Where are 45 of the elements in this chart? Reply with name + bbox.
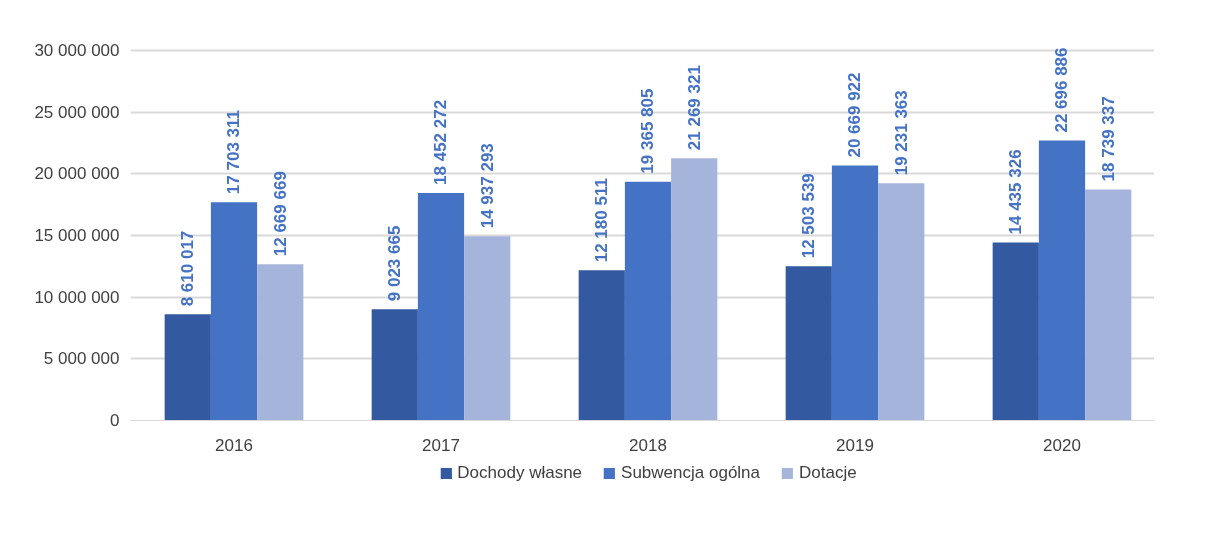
x-tick-label: 2018 <box>629 435 667 455</box>
bar <box>578 270 625 421</box>
data-label: 8 610 017 <box>178 230 198 307</box>
bar <box>671 158 718 421</box>
data-label: 12 180 511 <box>592 178 612 263</box>
data-label: 18 739 337 <box>1098 96 1118 182</box>
bar <box>464 236 511 421</box>
data-label: 21 269 321 <box>684 65 704 151</box>
y-tick-label: 30 000 000 <box>34 41 120 60</box>
bar <box>1085 189 1132 421</box>
bar <box>257 264 304 421</box>
x-tick-label: 2020 <box>1043 435 1081 455</box>
data-label: 14 937 293 <box>477 143 497 229</box>
y-tick-label: 25 000 000 <box>34 102 120 122</box>
y-tick-label: 0 <box>110 411 120 430</box>
y-tick-label: 10 000 000 <box>34 287 120 307</box>
y-tick-label: 5 000 000 <box>43 349 120 369</box>
data-label: 14 435 326 <box>1006 149 1026 235</box>
legend-label: Subwencja ogólna <box>621 463 761 483</box>
bar <box>1038 140 1086 421</box>
data-label: 20 669 922 <box>845 72 865 158</box>
y-tick-label: 20 000 000 <box>34 164 120 184</box>
y-tick-label: 15 000 000 <box>34 226 120 245</box>
legend-label: Dotacje <box>799 463 857 483</box>
data-label: 17 703 311 <box>224 110 244 195</box>
data-label: 12 503 539 <box>799 173 819 259</box>
data-label: 9 023 665 <box>385 225 405 302</box>
bar <box>371 309 418 421</box>
bar <box>992 242 1039 421</box>
bar <box>785 266 832 421</box>
x-tick-label: 2017 <box>422 435 460 455</box>
bar <box>164 314 211 421</box>
data-label: 22 696 886 <box>1052 47 1072 133</box>
bar <box>878 183 925 421</box>
bar <box>417 192 465 421</box>
data-label: 19 231 363 <box>891 90 911 176</box>
data-label: 12 669 669 <box>270 171 290 257</box>
data-label: 19 365 805 <box>638 88 658 174</box>
bar <box>831 165 879 421</box>
x-tick-label: 2019 <box>836 435 874 455</box>
bar <box>210 202 258 421</box>
bar <box>624 181 672 421</box>
x-tick-label: 2016 <box>215 435 253 455</box>
legend-label: Dochody własne <box>457 463 583 483</box>
data-label: 18 452 272 <box>431 99 451 185</box>
